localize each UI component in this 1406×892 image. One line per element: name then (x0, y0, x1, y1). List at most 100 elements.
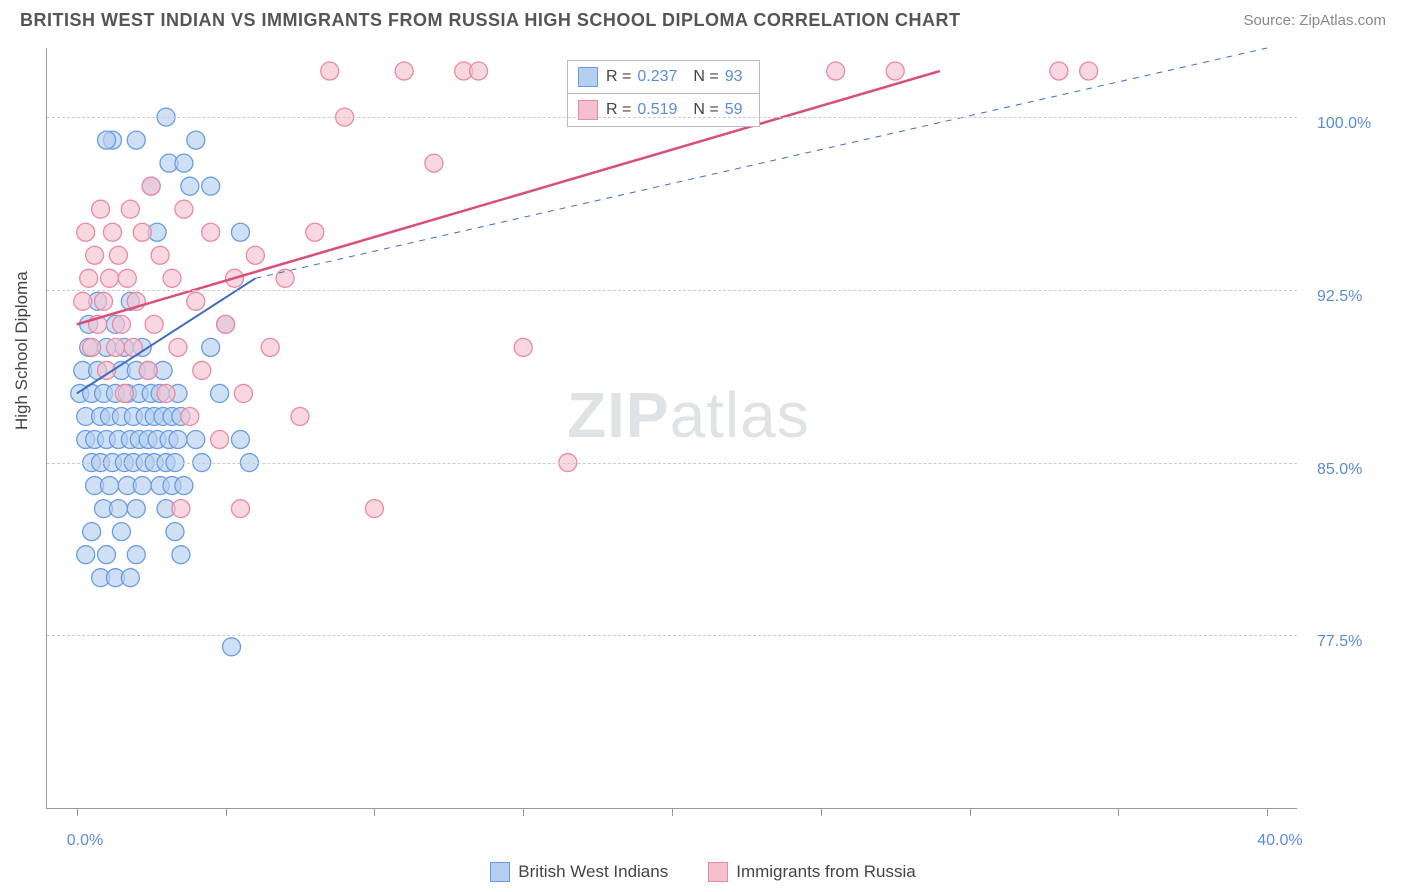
scatter-svg (47, 48, 1297, 808)
scatter-point (157, 384, 175, 402)
x-tick (821, 808, 822, 816)
x-tick-label: 40.0% (1257, 832, 1302, 850)
scatter-point (109, 500, 127, 518)
legend-row-2: R = 0.519 N = 59 (567, 93, 760, 127)
scatter-point (425, 154, 443, 172)
x-tick (374, 808, 375, 816)
x-tick (672, 808, 673, 816)
x-tick (970, 808, 971, 816)
scatter-point (223, 638, 241, 656)
bottom-legend: British West Indians Immigrants from Rus… (0, 862, 1406, 882)
x-tick (1267, 808, 1268, 816)
scatter-point (98, 546, 116, 564)
gridline (47, 290, 1297, 291)
scatter-point (109, 246, 127, 264)
scatter-point (145, 315, 163, 333)
scatter-point (211, 431, 229, 449)
legend-r-label-1: R = (606, 68, 631, 86)
bottom-legend-item-2: Immigrants from Russia (708, 862, 915, 882)
scatter-point (187, 131, 205, 149)
scatter-point (103, 223, 121, 241)
scatter-point (101, 269, 119, 287)
scatter-point (169, 431, 187, 449)
scatter-point (98, 131, 116, 149)
trend-line (77, 71, 940, 324)
bottom-legend-swatch-2 (708, 862, 728, 882)
y-tick-label: 77.5% (1317, 633, 1362, 651)
bottom-legend-label-2: Immigrants from Russia (736, 862, 915, 882)
scatter-point (470, 62, 488, 80)
scatter-point (306, 223, 324, 241)
chart-title: BRITISH WEST INDIAN VS IMMIGRANTS FROM R… (20, 10, 961, 31)
scatter-point (1050, 62, 1068, 80)
scatter-point (169, 338, 187, 356)
scatter-point (172, 546, 190, 564)
scatter-point (187, 431, 205, 449)
scatter-point (234, 384, 252, 402)
scatter-point (95, 292, 113, 310)
gridline (47, 635, 1297, 636)
scatter-point (142, 177, 160, 195)
scatter-point (80, 269, 98, 287)
scatter-point (101, 477, 119, 495)
scatter-point (175, 154, 193, 172)
y-axis-label: High School Diploma (12, 271, 32, 430)
scatter-point (321, 62, 339, 80)
gridline (47, 117, 1297, 118)
legend-swatch-1 (578, 67, 598, 87)
scatter-point (112, 523, 130, 541)
scatter-point (514, 338, 532, 356)
scatter-point (175, 200, 193, 218)
scatter-point (276, 269, 294, 287)
scatter-point (127, 546, 145, 564)
scatter-point (395, 62, 413, 80)
scatter-point (77, 546, 95, 564)
scatter-point (86, 246, 104, 264)
trend-line-dash (255, 48, 1267, 278)
x-tick (523, 808, 524, 816)
scatter-point (172, 500, 190, 518)
scatter-point (74, 292, 92, 310)
x-tick-label: 0.0% (67, 832, 103, 850)
scatter-point (231, 223, 249, 241)
chart-source: Source: ZipAtlas.com (1243, 12, 1386, 29)
scatter-point (1080, 62, 1098, 80)
scatter-point (83, 338, 101, 356)
scatter-point (139, 361, 157, 379)
scatter-point (83, 523, 101, 541)
legend-n-val-1: 93 (725, 68, 743, 86)
scatter-point (291, 407, 309, 425)
scatter-point (365, 500, 383, 518)
x-tick (1118, 808, 1119, 816)
legend-n-label-1: N = (693, 68, 718, 86)
scatter-point (202, 223, 220, 241)
legend-row-1: R = 0.237 N = 93 (567, 60, 760, 94)
scatter-point (202, 338, 220, 356)
chart-header: BRITISH WEST INDIAN VS IMMIGRANTS FROM R… (0, 0, 1406, 37)
legend-r-val-1: 0.237 (637, 68, 677, 86)
scatter-point (77, 223, 95, 241)
bottom-legend-label-1: British West Indians (518, 862, 668, 882)
scatter-point (181, 177, 199, 195)
scatter-point (112, 315, 130, 333)
bottom-legend-swatch-1 (490, 862, 510, 882)
scatter-point (231, 500, 249, 518)
scatter-point (118, 269, 136, 287)
scatter-point (166, 523, 184, 541)
scatter-point (121, 569, 139, 587)
y-tick-label: 100.0% (1317, 115, 1371, 133)
scatter-point (187, 292, 205, 310)
scatter-point (127, 500, 145, 518)
scatter-point (217, 315, 235, 333)
y-tick-label: 92.5% (1317, 288, 1362, 306)
gridline (47, 463, 1297, 464)
scatter-point (92, 200, 110, 218)
scatter-point (181, 407, 199, 425)
scatter-point (115, 384, 133, 402)
scatter-point (246, 246, 264, 264)
scatter-point (127, 131, 145, 149)
scatter-point (261, 338, 279, 356)
scatter-point (106, 338, 124, 356)
scatter-point (151, 246, 169, 264)
x-tick (77, 808, 78, 816)
